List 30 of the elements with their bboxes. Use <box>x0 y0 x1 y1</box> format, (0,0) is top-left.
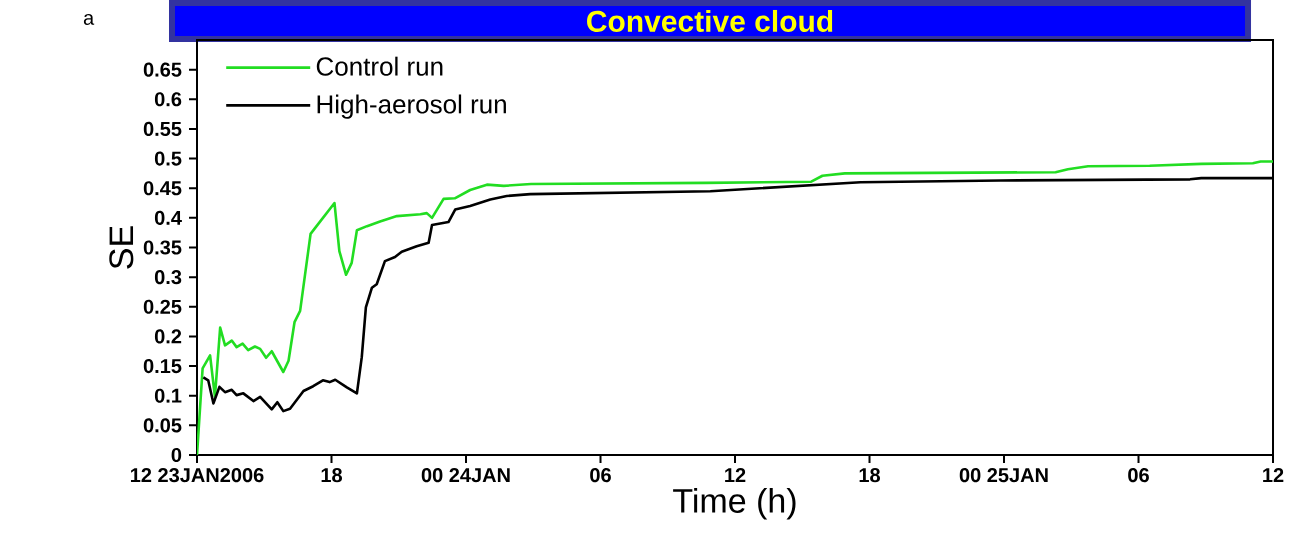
x-tick-label: 00 24JAN <box>421 468 510 483</box>
x-tick-label: 06 <box>590 468 611 483</box>
x-tick-label: 18 <box>859 468 880 483</box>
y-tick-label: 0 <box>171 447 182 463</box>
x-tick-label: 06 <box>1128 468 1149 483</box>
y-tick-label: 0.45 <box>143 181 182 196</box>
line-series <box>197 160 1274 455</box>
x-tick-label: 12 <box>1263 468 1284 482</box>
y-tick-label: 0.65 <box>143 62 182 77</box>
y-tick-label: 0.35 <box>143 240 182 255</box>
x-tick-label: 12 23JAN2006 <box>130 468 264 483</box>
y-tick-label: 0.05 <box>143 418 182 433</box>
chart-title: Convective cloud <box>587 9 833 32</box>
x-tick-label: 00 25JAN <box>959 468 1048 483</box>
y-tick-label: 0.55 <box>143 121 182 137</box>
y-tick-label: 0.25 <box>143 299 182 314</box>
y-tick-label: 0.2 <box>154 329 182 344</box>
y-tick-label: 0.4 <box>154 210 182 225</box>
y-axis-title: SE <box>109 226 134 269</box>
y-tick-label: 0.15 <box>143 358 182 374</box>
y-tick-label: 0.3 <box>154 270 182 285</box>
x-tick-label: 18 <box>321 468 342 483</box>
legend-label: Control run <box>316 56 443 76</box>
y-tick-label: 0.5 <box>154 151 182 166</box>
text: a <box>83 14 95 25</box>
y-tick-label: 0.1 <box>154 388 182 403</box>
legend-label: High-aerosol run <box>317 94 506 119</box>
y-tick-label: 0.6 <box>154 92 182 107</box>
x-axis-title: Time (h) <box>673 487 796 520</box>
x-tick-label: 12 <box>725 468 746 482</box>
